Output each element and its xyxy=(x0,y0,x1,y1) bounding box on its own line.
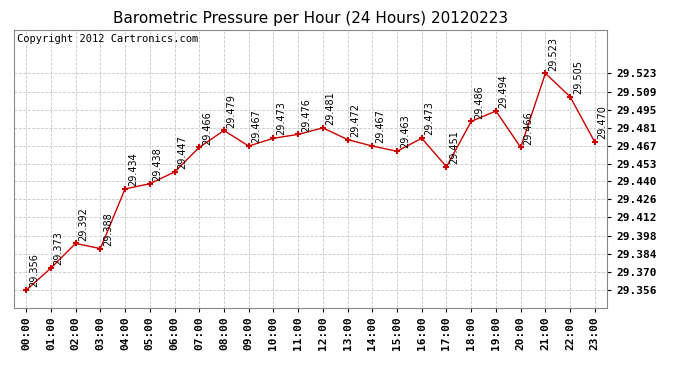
Text: 29.473: 29.473 xyxy=(424,102,435,135)
Text: 29.447: 29.447 xyxy=(177,135,187,169)
Text: 29.470: 29.470 xyxy=(598,105,608,140)
Text: 29.494: 29.494 xyxy=(499,75,509,108)
Text: 29.388: 29.388 xyxy=(103,212,113,246)
Text: 29.476: 29.476 xyxy=(301,98,311,132)
Text: 29.392: 29.392 xyxy=(79,207,88,241)
Text: 29.434: 29.434 xyxy=(128,152,138,186)
Text: 29.438: 29.438 xyxy=(152,147,163,181)
Text: 29.451: 29.451 xyxy=(449,130,460,164)
Text: 29.472: 29.472 xyxy=(351,103,360,137)
Text: 29.523: 29.523 xyxy=(548,37,558,70)
Text: 29.486: 29.486 xyxy=(474,85,484,118)
Text: 29.467: 29.467 xyxy=(251,110,262,143)
Text: 29.356: 29.356 xyxy=(29,254,39,287)
Text: 29.466: 29.466 xyxy=(202,111,212,145)
Text: 29.466: 29.466 xyxy=(524,111,533,145)
Text: 29.467: 29.467 xyxy=(375,110,385,143)
Text: 29.473: 29.473 xyxy=(276,102,286,135)
Text: 29.479: 29.479 xyxy=(227,94,237,128)
Text: 29.373: 29.373 xyxy=(54,231,63,265)
Text: 29.463: 29.463 xyxy=(400,115,410,148)
Text: 29.505: 29.505 xyxy=(573,60,583,94)
Title: Barometric Pressure per Hour (24 Hours) 20120223: Barometric Pressure per Hour (24 Hours) … xyxy=(113,11,508,26)
Text: Copyright 2012 Cartronics.com: Copyright 2012 Cartronics.com xyxy=(17,34,198,44)
Text: 29.481: 29.481 xyxy=(326,92,335,125)
